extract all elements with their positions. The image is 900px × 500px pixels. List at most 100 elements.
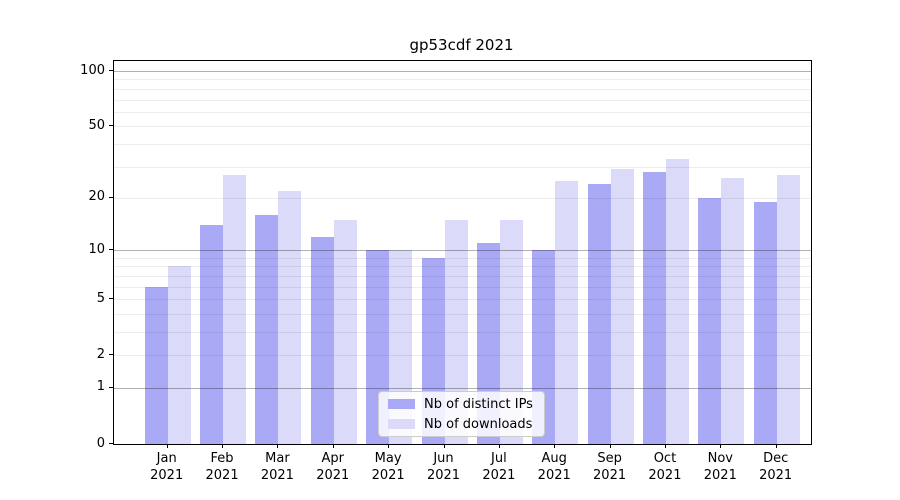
x-tick-year: 2021 xyxy=(759,468,793,483)
y-tick-mark xyxy=(109,386,113,388)
x-tick-label: Sep 2021 xyxy=(580,450,640,484)
x-tick-mark xyxy=(388,444,390,448)
x-tick-label: Aug 2021 xyxy=(524,450,584,484)
x-tick-year: 2021 xyxy=(482,468,516,483)
x-tick-month: Jan xyxy=(156,451,177,466)
x-tick-year: 2021 xyxy=(205,468,239,483)
y-tick-label: 2 xyxy=(96,346,105,362)
x-tick-mark xyxy=(332,444,334,448)
minor-gridline xyxy=(114,266,811,268)
legend-label: Nb of distinct IPs xyxy=(424,396,533,412)
bar-feb-downloads xyxy=(223,174,247,444)
x-tick-year: 2021 xyxy=(316,468,350,483)
y-tick-mark xyxy=(109,298,113,300)
legend-label: Nb of downloads xyxy=(424,416,533,432)
bar-jul-downloads xyxy=(499,219,523,444)
x-tick-month: Jun xyxy=(433,451,454,466)
minor-gridline xyxy=(114,111,811,113)
x-tick-label: Jun 2021 xyxy=(414,450,474,484)
y-tick-label: 50 xyxy=(88,117,105,133)
x-tick-mark xyxy=(720,444,722,448)
x-tick-mark xyxy=(166,444,168,448)
x-tick-year: 2021 xyxy=(537,468,571,483)
bar-jan-downloads xyxy=(167,266,191,444)
x-tick-year: 2021 xyxy=(648,468,682,483)
x-tick-mark xyxy=(277,444,279,448)
y-tick-label: 1 xyxy=(96,379,105,395)
x-tick-mark xyxy=(664,444,666,448)
x-tick-label: Jan 2021 xyxy=(137,450,197,484)
minor-gridline xyxy=(114,257,811,259)
x-tick-label: Apr 2021 xyxy=(303,450,363,484)
x-tick-label: May 2021 xyxy=(358,450,418,484)
y-tick-mark xyxy=(109,249,113,251)
bar-aug-downloads xyxy=(555,180,579,444)
x-tick-label: Nov 2021 xyxy=(690,450,750,484)
x-tick-month: May xyxy=(374,451,402,466)
legend-item: Nb of distinct IPs xyxy=(379,394,544,414)
minor-gridline xyxy=(114,332,811,333)
x-tick-month: Aug xyxy=(541,451,567,466)
bar-jan-distinct-ips xyxy=(144,286,168,444)
bar-nov-downloads xyxy=(721,177,745,444)
major-gridline xyxy=(114,388,811,389)
minor-gridline xyxy=(114,286,811,288)
x-tick-label: Jul 2021 xyxy=(469,450,529,484)
x-tick-year: 2021 xyxy=(593,468,627,483)
minor-gridline xyxy=(114,313,811,315)
y-tick-mark xyxy=(109,125,113,127)
x-tick-label: Mar 2021 xyxy=(247,450,307,484)
x-tick-month: Oct xyxy=(653,451,677,466)
minor-gridline xyxy=(114,275,811,277)
legend-swatch-distinct-ips xyxy=(388,399,415,409)
x-tick-year: 2021 xyxy=(371,468,405,483)
plot-area xyxy=(113,60,812,445)
bar-jun-downloads xyxy=(444,219,468,444)
bar-sep-downloads xyxy=(610,169,634,444)
minor-gridline xyxy=(114,197,811,199)
legend-item: Nb of downloads xyxy=(379,414,544,434)
bar-dec-distinct-ips xyxy=(753,201,777,444)
bar-mar-distinct-ips xyxy=(255,215,279,444)
x-tick-mark xyxy=(498,444,500,448)
minor-gridline xyxy=(114,99,811,101)
x-tick-year: 2021 xyxy=(260,468,294,483)
x-tick-month: Apr xyxy=(321,451,345,466)
y-tick-label: 100 xyxy=(80,62,105,78)
x-tick-label: Dec 2021 xyxy=(746,450,806,484)
y-tick-label: 0 xyxy=(96,435,105,451)
x-tick-mark xyxy=(222,444,224,448)
x-tick-month: Dec xyxy=(763,451,789,466)
x-tick-mark xyxy=(554,444,556,448)
minor-gridline xyxy=(114,88,811,90)
y-tick-label: 20 xyxy=(88,189,105,205)
bar-mar-downloads xyxy=(278,190,302,444)
minor-gridline xyxy=(114,79,811,81)
x-tick-year: 2021 xyxy=(703,468,737,483)
x-tick-month: Mar xyxy=(265,451,290,466)
minor-gridline xyxy=(114,355,811,357)
bar-oct-distinct-ips xyxy=(642,171,666,444)
y-tick-label: 10 xyxy=(88,241,105,257)
minor-gridline xyxy=(114,166,811,168)
y-tick-mark xyxy=(109,354,113,356)
x-tick-month: Nov xyxy=(707,451,733,466)
x-tick-month: Jul xyxy=(491,451,507,466)
x-tick-month: Feb xyxy=(210,451,234,466)
x-tick-mark xyxy=(775,444,777,448)
minor-gridline xyxy=(114,126,811,128)
legend: Nb of distinct IPs Nb of downloads xyxy=(378,391,545,437)
y-tick-mark xyxy=(109,443,113,444)
bar-sep-distinct-ips xyxy=(587,183,611,444)
legend-swatch-downloads xyxy=(388,419,415,429)
x-tick-year: 2021 xyxy=(150,468,184,483)
bar-feb-distinct-ips xyxy=(200,225,224,444)
y-tick-label: 5 xyxy=(96,290,105,306)
chart-title: gp53cdf 2021 xyxy=(409,36,514,54)
bar-dec-downloads xyxy=(776,174,800,444)
y-tick-mark xyxy=(109,196,113,198)
bar-nov-distinct-ips xyxy=(698,197,722,444)
x-tick-label: Oct 2021 xyxy=(635,450,695,484)
y-tick-mark xyxy=(109,70,113,71)
